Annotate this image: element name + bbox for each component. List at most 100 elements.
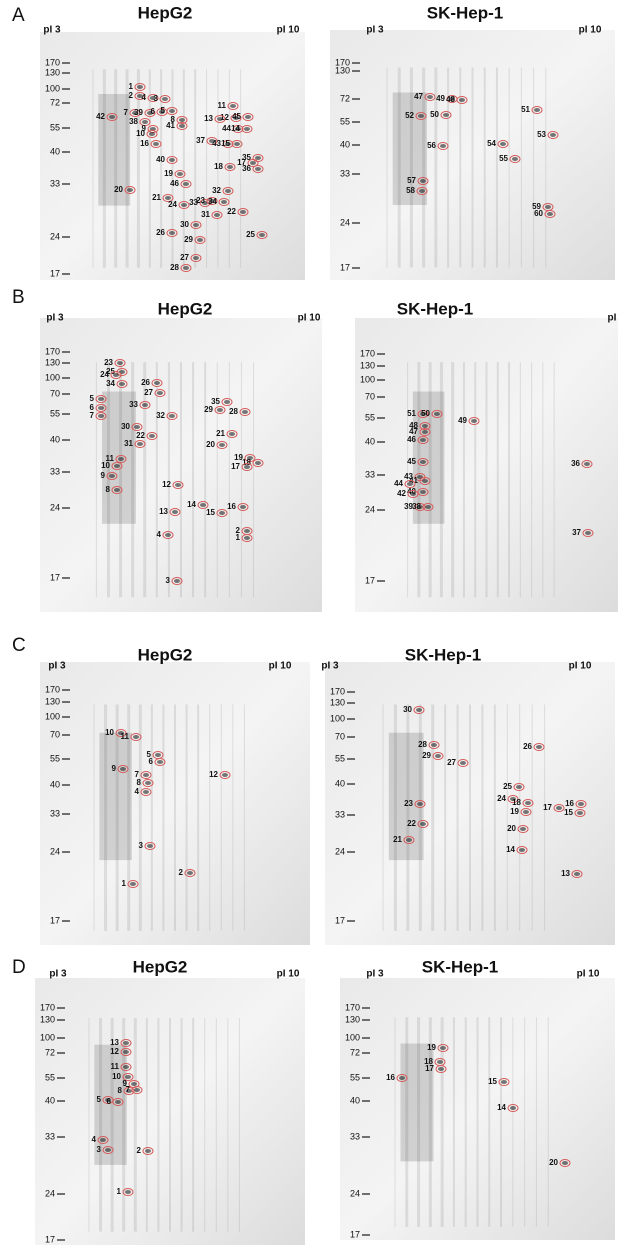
pi-label: pI 3 — [321, 661, 339, 672]
protein-spot — [420, 460, 426, 464]
gel-image — [40, 318, 322, 612]
spot-label: 17 — [237, 158, 246, 167]
spot-label: 40 — [407, 487, 416, 496]
spot-circle — [218, 198, 230, 206]
protein-spot — [510, 797, 516, 801]
spot-label: 8 — [171, 115, 176, 124]
spot-label: 3 — [166, 576, 171, 585]
protein-spot — [255, 461, 261, 465]
spot-circle — [232, 125, 244, 133]
spot-label: 16 — [386, 1073, 395, 1082]
spot-label: 14 — [506, 845, 515, 854]
spot-circle — [194, 236, 206, 244]
spot-circle — [178, 201, 190, 209]
protein-spot — [175, 483, 181, 487]
protein-spot — [159, 110, 165, 114]
spot-circle — [571, 870, 583, 878]
mw-label: 72 — [340, 93, 350, 103]
protein-spot — [132, 111, 138, 115]
spot-label: 16 — [227, 502, 236, 511]
spot-circle — [131, 1086, 143, 1094]
protein-spot — [142, 403, 148, 407]
spot-label: 24 — [100, 370, 109, 379]
mw-label: 170 — [45, 346, 60, 356]
spot-circle — [419, 422, 431, 430]
spot-label: 9 — [142, 124, 147, 133]
mw-label: 17 — [335, 915, 345, 925]
protein-spot — [169, 109, 175, 113]
spot-circle — [142, 779, 154, 787]
mw-label: 130 — [335, 65, 350, 75]
protein-spot — [255, 167, 261, 171]
spot-circle — [457, 759, 469, 767]
spot-circle — [144, 109, 156, 117]
mw-label: 170 — [360, 348, 375, 358]
spot-circle — [419, 477, 431, 485]
spot-circle — [522, 799, 534, 807]
spot-label: 58 — [406, 186, 415, 195]
spot-label: 5 — [147, 750, 152, 759]
protein-spot — [117, 361, 123, 365]
mw-label: 70 — [365, 391, 375, 401]
protein-spot — [410, 492, 416, 496]
spot-label: 30 — [121, 422, 130, 431]
spot-circle — [237, 208, 249, 216]
protein-spot — [235, 127, 241, 131]
spot-label: 18 — [214, 162, 223, 171]
spot-circle — [221, 398, 233, 406]
protein-spot — [240, 210, 246, 214]
spot-label: 1 — [122, 879, 127, 888]
mw-label: 17 — [340, 262, 350, 272]
spot-circle — [415, 112, 427, 120]
spot-circle — [242, 113, 254, 121]
spot-label: 50 — [430, 110, 439, 119]
spot-circle — [256, 231, 268, 239]
spot-label: 7 — [126, 1085, 131, 1094]
mw-label: 17 — [365, 575, 375, 585]
spot-label: 2 — [179, 868, 184, 877]
mw-label: 130 — [345, 1014, 360, 1024]
spot-label: 7 — [135, 770, 140, 779]
protein-spot — [134, 425, 140, 429]
protein-spot — [420, 822, 426, 826]
pi-label: pI 3 — [43, 25, 61, 36]
spot-label: 41 — [166, 121, 175, 130]
spot-label: 18 — [512, 798, 521, 807]
spot-label: 2 — [129, 91, 134, 100]
protein-spot — [547, 212, 553, 216]
spot-label: 14 — [231, 124, 240, 133]
spot-circle — [582, 529, 594, 537]
protein-spot — [562, 1161, 568, 1165]
spot-label: 9 — [123, 1079, 128, 1088]
mw-label: 40 — [340, 139, 350, 149]
spot-label: 13 — [159, 507, 168, 516]
protein-spot — [197, 238, 203, 242]
spot-circle — [122, 1073, 134, 1081]
spot-label: 11 — [106, 454, 115, 463]
protein-spot — [443, 113, 449, 117]
spot-circle — [176, 122, 188, 130]
spot-circle — [162, 531, 174, 539]
spot-circle — [231, 140, 243, 148]
protein-spot — [209, 139, 215, 143]
spot-circle — [197, 501, 209, 509]
spot-label: 14 — [187, 500, 196, 509]
protein-spot — [179, 118, 185, 122]
protein-spot — [501, 1080, 507, 1084]
spot-label: 2 — [236, 526, 241, 535]
spot-label: 16 — [140, 139, 149, 148]
spot-label: 35 — [211, 397, 220, 406]
protein-spot — [127, 188, 133, 192]
protein-spot — [427, 95, 433, 99]
spot-label: 19 — [427, 1043, 436, 1052]
pi-label: pI 10 — [277, 969, 300, 980]
protein-spot — [550, 133, 556, 137]
spot-label: 20 — [206, 440, 215, 449]
spot-label: 30 — [403, 705, 412, 714]
spot-label: 27 — [180, 253, 189, 262]
protein-spot — [534, 108, 540, 112]
protein-spot — [225, 189, 231, 193]
mw-label: 130 — [45, 696, 60, 706]
spot-label: 9 — [101, 471, 106, 480]
spot-circle — [222, 140, 234, 148]
